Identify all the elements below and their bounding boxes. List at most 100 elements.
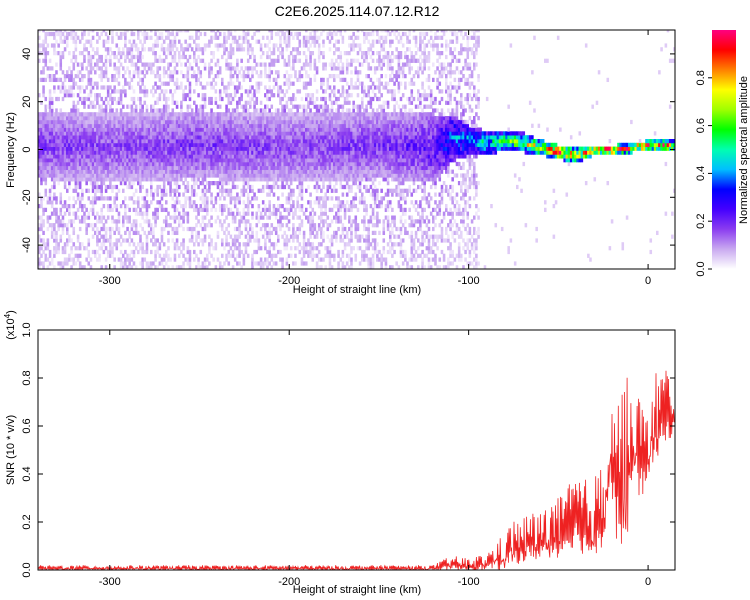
spectrogram-cell [186,139,190,144]
spectrogram-cell [150,230,153,236]
spectrogram-cell [206,165,209,171]
spectrogram-cell [283,108,287,113]
spectrogram-cell [66,116,69,121]
spectrogram-cell [128,215,131,220]
spectrogram-cell [137,158,140,163]
spectrogram-cell [221,173,224,178]
spectrogram-cell [50,74,54,79]
spectrogram-cell [283,173,287,178]
spectrogram-cell [70,139,73,144]
spectrogram-cell [309,119,312,125]
spectrogram-cell [40,77,43,83]
spectrogram-cell [255,215,259,220]
spectrogram-cell [59,234,63,239]
spectrogram-cell [287,161,291,167]
spectrogram-cell [167,154,170,159]
spectrogram-cell [259,100,263,105]
spectrogram-cell [141,211,144,216]
spectrogram-cell [122,123,125,128]
spectrogram-cell [134,43,138,48]
spectrogram-cell [186,196,190,201]
spectrogram-cell [165,173,168,178]
spectrogram-cell [233,154,237,159]
spectrogram-cell [320,51,323,56]
spectrogram-cell [160,108,164,113]
spectrogram-cell [180,150,183,155]
spectrogram-cell [91,173,95,178]
spectrogram-cell [173,257,177,262]
spectrogram-cell [145,112,149,117]
spectrogram-cell [287,77,291,83]
spectrogram-cell [255,261,259,266]
spectrogram-cell [145,31,149,37]
figure-title: C2E6.2025.114.07.12.R12 [275,3,440,19]
spectrogram-cell [154,177,157,182]
spectrogram-cell [302,127,306,132]
spectrogram-cell [96,93,99,98]
spectrogram-cell [233,131,237,136]
spectrogram-cell [208,219,211,224]
spectrogram-cell [277,249,280,255]
spectrogram-cell [126,66,129,71]
spectrogram-cell [287,96,291,102]
spectrogram-cell [255,139,259,144]
spectrogram-cell [307,154,310,159]
spectrogram-cell [78,158,82,163]
spectrogram-cell [102,112,106,117]
spectrogram-cell [141,131,144,136]
spectrogram-cell [81,196,84,201]
spectrogram-cell [81,173,84,178]
spectrogram-cell [190,204,194,209]
spectrogram-cell [270,70,274,75]
spectrogram-cell [225,85,228,90]
spectrogram-cell [63,261,67,266]
spectrogram-cell [283,39,287,44]
spectrogram-cell [309,177,312,182]
spectrogram-cell [208,123,211,128]
spectrogram-cell [249,200,252,205]
spectrogram-cell [68,74,71,79]
spectrogram-cell [154,116,157,121]
spectrogram-cell [115,127,119,132]
spectrogram-cell [186,181,190,186]
spectrogram-cell [78,150,82,155]
spectrogram-cell [274,150,278,155]
spectrogram-cell [246,165,250,171]
spectrogram-cell [89,207,93,213]
spectrogram-cell [87,127,91,132]
spectrogram-cell [229,165,233,171]
spectrogram-cell [66,43,69,48]
spectrogram-cell [154,265,157,269]
spectrogram-cell [259,146,263,151]
spectrogram-cell [100,226,103,232]
spectrogram-cell [102,242,106,247]
spectrogram-cell [154,30,157,33]
spectrogram-cell [124,150,127,155]
spectrogram-cell [85,142,88,148]
spectrogram-cell [266,112,269,117]
spectrogram-cell [240,139,243,144]
spectrogram-cell [184,257,187,262]
spectrogram-cell [46,242,50,247]
spectrogram-cell [212,173,215,178]
spectrogram-cell [302,51,306,56]
spectrogram-cell [264,223,267,228]
spectrogram-cell [300,188,304,193]
spectrogram-cell [98,108,101,113]
spectrogram-cell [100,158,103,163]
spectrogram-cell [137,181,140,186]
spectrogram-cell [249,100,252,105]
spectrogram-cell [104,66,108,71]
spectrogram-cell [255,234,259,239]
spectrogram-cell [238,234,241,239]
spectrogram-cell [42,161,45,167]
spectrogram-cell [126,127,129,132]
spectrogram-cell [94,139,97,144]
spectrogram-cell [190,154,194,159]
spectrogram-cell [152,169,155,174]
spectrogram-cell [292,104,295,109]
spectrogram-cell [100,184,103,190]
spectrogram-cell [259,261,263,266]
spectrogram-cell [257,158,261,163]
spectrogram-cell [162,112,166,117]
